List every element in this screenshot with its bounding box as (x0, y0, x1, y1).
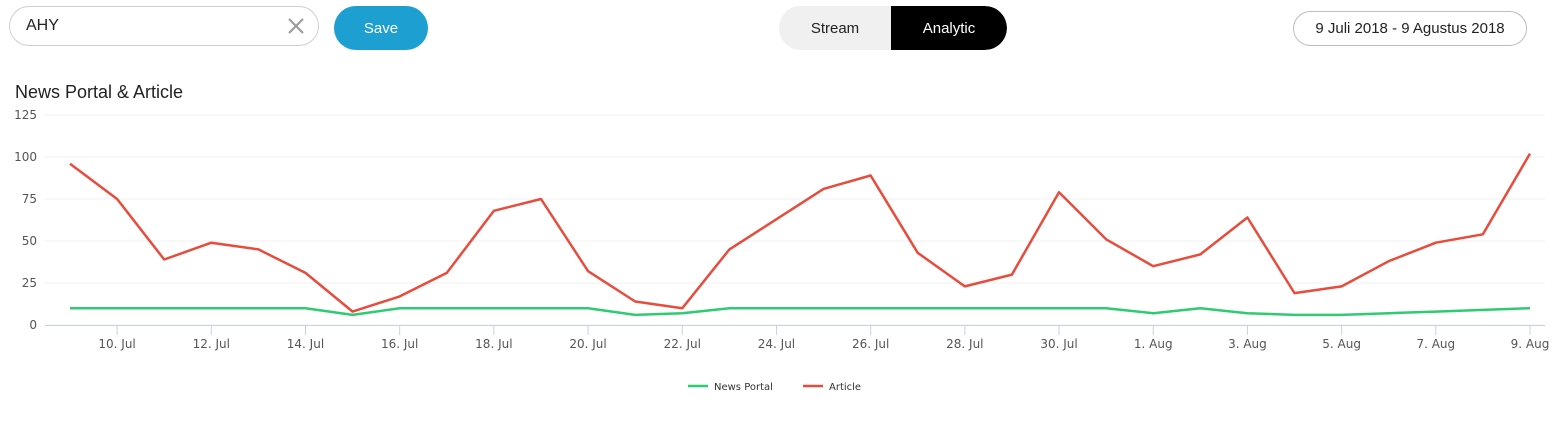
y-tick-label: 75 (22, 192, 37, 206)
x-tick-label: 3. Aug (1228, 337, 1267, 351)
x-tick-label: 12. Jul (193, 337, 230, 351)
search-input[interactable] (26, 7, 276, 45)
x-tick-label: 9. Aug (1511, 337, 1550, 351)
tab-analytic[interactable]: Analytic (891, 6, 1007, 50)
x-tick-label: 26. Jul (852, 337, 889, 351)
x-tick-label: 18. Jul (475, 337, 512, 351)
tab-stream[interactable]: Stream (779, 6, 891, 50)
legend-item-article[interactable]: Article (803, 382, 861, 393)
chart-series (69, 152, 1532, 317)
chart-title: News Portal & Article (15, 82, 184, 102)
y-tick-label: 25 (22, 276, 37, 290)
search-box (9, 6, 319, 46)
legend-label: News Portal (714, 382, 773, 393)
date-range-picker[interactable]: 9 Juli 2018 - 9 Agustus 2018 (1293, 11, 1527, 46)
x-tick-label: 20. Jul (569, 337, 606, 351)
legend-item-news-portal[interactable]: News Portal (688, 382, 773, 393)
chart-grid (45, 114, 1545, 326)
x-tick-label: 10. Jul (98, 337, 135, 351)
y-tick-label: 0 (29, 318, 37, 332)
close-icon[interactable] (284, 14, 308, 38)
chart-legend: News Portal Article (688, 382, 861, 393)
legend-label: Article (829, 382, 861, 393)
x-tick-label: 28. Jul (946, 337, 983, 351)
y-tick-label: 50 (22, 234, 37, 248)
view-toggle: Stream Analytic (779, 6, 1007, 50)
x-tick-label: 5. Aug (1322, 337, 1361, 351)
save-button[interactable]: Save (334, 6, 428, 50)
chart-axes: 0 25 50 75 100 125 10. Jul 12. Jul 14. Jul 16. Ju… (14, 108, 1549, 351)
y-tick-label: 125 (14, 108, 37, 122)
series-line-article[interactable] (69, 152, 1532, 313)
x-tick-label: 16. Jul (381, 337, 418, 351)
x-tick-label: 7. Aug (1416, 337, 1455, 351)
line-chart: 0 25 50 75 100 125 10. Jul 12. Jul 14. Jul 16. Ju… (14, 108, 1549, 393)
x-tick-label: 1. Aug (1134, 337, 1173, 351)
x-tick-label: 22. Jul (664, 337, 701, 351)
y-tick-label: 100 (14, 150, 37, 164)
series-line-news-portal[interactable] (70, 306, 1531, 317)
x-tick-label: 30. Jul (1040, 337, 1077, 351)
x-tick-label: 24. Jul (758, 337, 795, 351)
x-tick-label: 14. Jul (287, 337, 324, 351)
